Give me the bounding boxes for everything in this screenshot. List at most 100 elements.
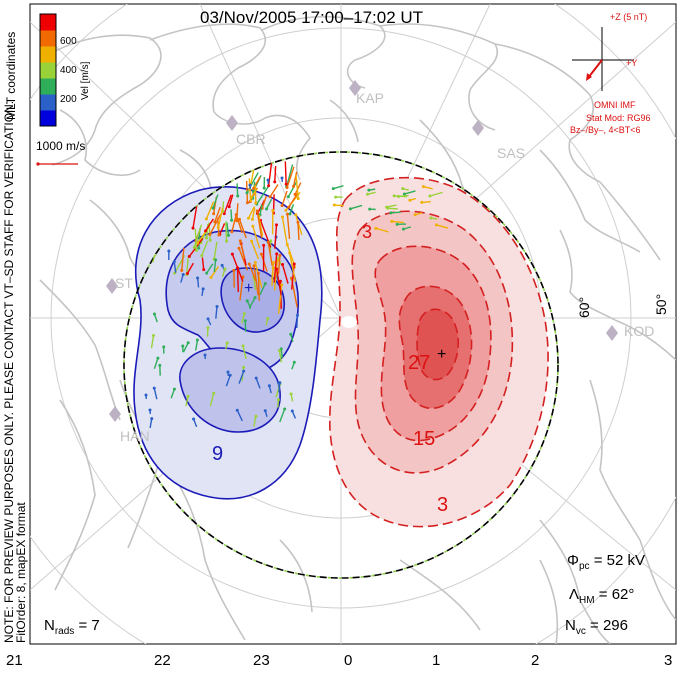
imf-source: OMNI IMF <box>594 100 636 110</box>
velocity-vector-origin <box>243 319 247 323</box>
velocity-vector <box>170 388 176 399</box>
velocity-vector-origin <box>250 217 254 221</box>
velocity-vector <box>391 220 404 224</box>
velocity-vector <box>265 198 273 210</box>
velocity-vector-origin <box>331 187 335 191</box>
velocity-vector-origin <box>266 240 270 244</box>
velocity-vector-origin <box>185 272 189 276</box>
velocity-vector-origin <box>192 417 196 421</box>
velocity-vector-origin <box>288 251 292 255</box>
colorbar-segment <box>40 30 56 47</box>
velocity-vector <box>286 166 295 188</box>
velocity-vector-origin <box>284 182 288 186</box>
velocity-vector-origin <box>296 220 300 224</box>
velocity-vector-origin <box>237 246 241 250</box>
velocity-vector <box>209 393 215 407</box>
scale-label: 1000 m/s <box>36 139 86 153</box>
station-st: ST <box>115 275 133 291</box>
velocity-vector <box>274 165 277 182</box>
velocity-vector <box>223 194 232 214</box>
velocity-vector <box>212 194 219 209</box>
velocity-vector-origin <box>212 391 216 395</box>
velocity-vector <box>256 184 270 205</box>
velocity-vector <box>236 409 243 422</box>
station-markers <box>106 80 618 422</box>
contour-label-pos-27: 27 <box>408 352 431 374</box>
velocity-vector-origin <box>253 296 257 300</box>
velocity-vector <box>292 171 298 187</box>
velocity-vector-origin <box>292 262 296 266</box>
velocity-vector-origin <box>271 208 275 212</box>
contour-label-neg-9: 9 <box>212 443 224 465</box>
velocity-vector <box>215 306 218 319</box>
velocity-vector-origin <box>386 206 390 210</box>
velocity-vector-origin <box>434 223 438 227</box>
velocity-vector <box>296 315 299 329</box>
velocity-vector-origin <box>232 268 236 272</box>
velocity-vector-origin <box>204 229 208 233</box>
velocity-vector <box>238 370 245 384</box>
velocity-vector <box>390 211 401 214</box>
velocity-vector-origin <box>236 266 240 270</box>
velocity-vector-origin <box>274 223 278 227</box>
latitude-60-label: 60° <box>576 296 592 318</box>
velocity-vector-origin <box>278 381 282 385</box>
velocity-vector-origin <box>152 334 156 338</box>
velocity-vector <box>186 257 189 275</box>
velocity-vector <box>334 204 344 207</box>
velocity-vector-origin <box>263 282 267 286</box>
colorbar-tick-400: 400 <box>60 65 77 76</box>
velocity-vector-origin <box>228 373 232 377</box>
velocity-vector-origin <box>267 384 271 388</box>
velocity-vector-origin <box>206 326 210 330</box>
velocity-vector-origin <box>245 299 249 303</box>
velocity-vector-origin <box>392 194 396 198</box>
velocity-vector-origin <box>390 219 394 223</box>
velocity-vector-origin <box>172 387 176 391</box>
velocity-vector-origin <box>181 344 185 348</box>
velocity-vector <box>205 201 215 220</box>
velocity-vector <box>281 216 288 244</box>
velocity-vector-origin <box>205 236 209 240</box>
velocity-vector <box>194 228 198 251</box>
velocity-vector <box>394 195 407 198</box>
velocity-vector <box>258 216 264 237</box>
velocity-vector <box>285 164 294 187</box>
mlt-label-3: 3 <box>664 652 673 669</box>
velocity-vector <box>205 223 209 239</box>
velocity-vector <box>273 260 279 291</box>
velocity-vector <box>277 255 281 274</box>
velocity-vector <box>281 264 289 284</box>
velocity-vector <box>350 204 363 210</box>
velocity-vector-origin <box>215 304 219 308</box>
velocity-vector-origin <box>237 217 241 221</box>
velocity-vector <box>236 267 240 293</box>
velocity-vector-origin <box>191 226 195 230</box>
velocity-vector-origin <box>226 370 230 374</box>
velocity-vector <box>186 262 194 274</box>
velocity-vector-origin <box>242 312 246 316</box>
velocity-vector <box>185 396 189 407</box>
mlt-label-21: 21 <box>6 652 23 669</box>
colorbar-segment <box>40 62 56 79</box>
station-kod: KOD <box>624 323 655 339</box>
velocity-vector <box>153 357 159 370</box>
velocity-vector <box>333 185 344 190</box>
velocity-vector-origin <box>280 204 284 208</box>
velocity-vector-origin <box>286 195 290 199</box>
velocity-vector <box>248 263 257 281</box>
velocity-vector-origin <box>242 365 246 369</box>
velocity-vector-origin <box>230 252 234 256</box>
velocity-vector-origin <box>247 216 251 220</box>
colorbar-segment <box>40 110 56 127</box>
velocity-vector <box>275 268 282 296</box>
velocity-vector-origin <box>203 353 207 357</box>
velocity-vector-origin <box>277 349 281 353</box>
velocity-vector-origin <box>226 233 230 237</box>
velocity-vector-origin <box>262 243 266 247</box>
velocity-vector <box>241 313 246 324</box>
velocity-vector <box>286 214 291 240</box>
contour-label-pos-15: 15 <box>413 428 436 450</box>
velocity-vector-origin <box>225 239 229 243</box>
